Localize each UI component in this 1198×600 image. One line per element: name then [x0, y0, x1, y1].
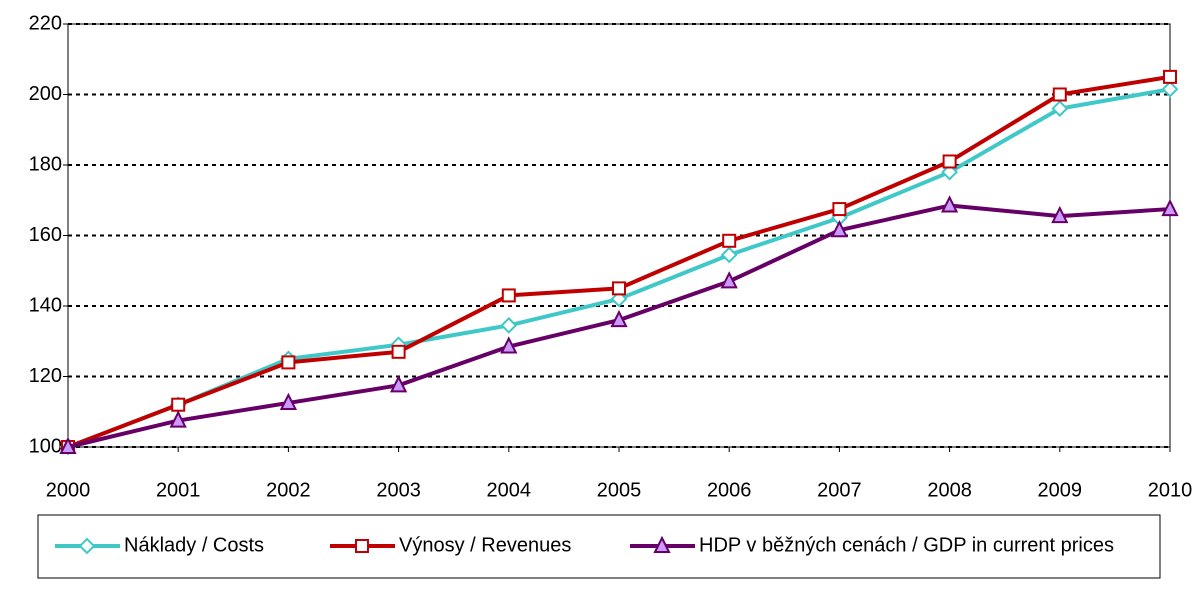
data-marker [612, 281, 626, 296]
data-marker [500, 316, 518, 334]
x-tick-label: 2007 [817, 479, 862, 501]
legend-label: Výnosy / Revenues [399, 534, 571, 556]
legend-label: HDP v běžných cenách / GDP in current pr… [699, 534, 1114, 556]
data-marker [942, 154, 957, 169]
data-marker [169, 410, 187, 428]
data-marker [940, 195, 959, 213]
data-marker [1163, 69, 1177, 84]
data-marker [941, 163, 959, 181]
legend-marker [653, 535, 671, 553]
series-line [67, 87, 1171, 449]
data-marker [720, 271, 738, 289]
x-tick-label: 2003 [376, 479, 421, 501]
legend-box [37, 514, 1161, 579]
x-tick-label: 2000 [46, 479, 91, 501]
legend-marker [355, 539, 369, 553]
data-marker [720, 246, 738, 264]
x-tick-label: 2008 [927, 479, 972, 501]
data-marker [1051, 100, 1069, 118]
x-tick-label: 2001 [156, 479, 201, 501]
y-tick-label: 100 [29, 435, 62, 457]
x-tick-label: 2009 [1038, 479, 1083, 501]
data-marker [59, 436, 77, 454]
data-marker [1051, 205, 1069, 224]
data-marker [830, 219, 849, 238]
data-marker [281, 355, 296, 370]
data-marker [1161, 198, 1179, 217]
y-tick-label: 220 [29, 12, 62, 34]
data-marker [610, 290, 628, 308]
data-marker [501, 288, 516, 303]
y-tick-label: 120 [29, 365, 62, 387]
data-marker [610, 309, 628, 328]
y-tick-label: 200 [29, 83, 62, 105]
series-line [67, 74, 1171, 449]
data-marker [1052, 87, 1067, 102]
data-marker [171, 397, 186, 412]
data-marker [500, 336, 518, 354]
y-tick-label: 180 [29, 153, 62, 175]
data-marker [279, 392, 298, 410]
x-tick-label: 2005 [597, 479, 642, 501]
data-marker [1161, 80, 1179, 98]
data-marker [722, 233, 737, 248]
data-marker [832, 202, 847, 217]
x-tick-label: 2006 [707, 479, 752, 501]
data-marker [391, 344, 406, 359]
data-marker [389, 375, 408, 393]
y-tick-label: 140 [29, 294, 62, 316]
x-tick-label: 2004 [487, 479, 532, 501]
x-tick-label: 2002 [266, 479, 311, 501]
y-tick-label: 160 [29, 224, 62, 246]
legend-label: Náklady / Costs [124, 534, 264, 556]
legend-marker [78, 537, 96, 555]
x-tick-label: 2010 [1148, 479, 1193, 501]
